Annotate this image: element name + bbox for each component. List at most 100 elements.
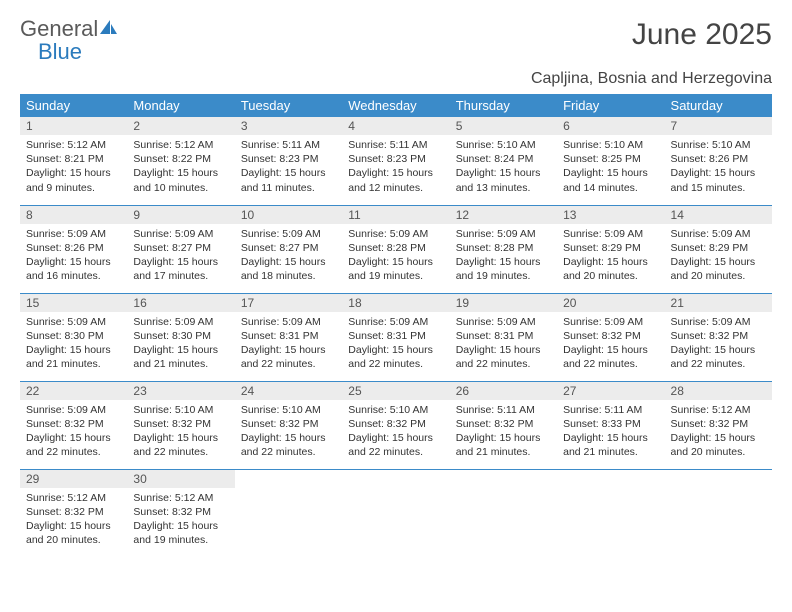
logo-text: General Blue xyxy=(20,18,118,64)
sunrise-line: Sunrise: 5:11 AM xyxy=(456,403,551,417)
sunset-line: Sunset: 8:30 PM xyxy=(26,329,121,343)
day-content: Sunrise: 5:11 AMSunset: 8:32 PMDaylight:… xyxy=(450,400,557,464)
day-content: Sunrise: 5:10 AMSunset: 8:24 PMDaylight:… xyxy=(450,135,557,199)
sunset-line: Sunset: 8:22 PM xyxy=(133,152,228,166)
sunset-line: Sunset: 8:32 PM xyxy=(26,417,121,431)
location: Capljina, Bosnia and Herzegovina xyxy=(20,70,772,88)
day-content: Sunrise: 5:11 AMSunset: 8:23 PMDaylight:… xyxy=(342,135,449,199)
day-number: 5 xyxy=(450,117,557,135)
calendar-cell: 11Sunrise: 5:09 AMSunset: 8:28 PMDayligh… xyxy=(342,205,449,293)
weekday-header: Saturday xyxy=(665,94,772,117)
calendar-cell: 22 Sunrise: 5:09 AMSunset: 8:32 PMDayligh… xyxy=(20,381,127,469)
sunrise-line: Sunrise: 5:09 AM xyxy=(348,227,443,241)
sunset-line: Sunset: 8:23 PM xyxy=(241,152,336,166)
day-number: 23 xyxy=(127,382,234,400)
day-content: Sunrise: 5:11 AMSunset: 8:23 PMDaylight:… xyxy=(235,135,342,199)
daylight-line: Daylight: 15 hours and 17 minutes. xyxy=(133,255,228,283)
sunset-line: Sunset: 8:24 PM xyxy=(456,152,551,166)
sunrise-line: Sunrise: 5:09 AM xyxy=(133,227,228,241)
calendar-cell: -- xyxy=(665,469,772,557)
day-number: 25 xyxy=(342,382,449,400)
day-content: Sunrise: 5:12 AMSunset: 8:21 PMDaylight:… xyxy=(20,135,127,199)
daylight-line: Daylight: 15 hours and 13 minutes. xyxy=(456,166,551,194)
sunset-line: Sunset: 8:32 PM xyxy=(26,505,121,519)
day-number: 7 xyxy=(665,117,772,135)
sunset-line: Sunset: 8:23 PM xyxy=(348,152,443,166)
daylight-line: Daylight: 15 hours and 21 minutes. xyxy=(26,343,121,371)
day-content: Sunrise: 5:09 AMSunset: 8:30 PMDaylight:… xyxy=(127,312,234,376)
sunrise-line: Sunrise: 5:09 AM xyxy=(241,227,336,241)
daylight-line: Daylight: 15 hours and 22 minutes. xyxy=(348,431,443,459)
day-content: Sunrise: 5:10 AMSunset: 8:32 PMDaylight:… xyxy=(127,400,234,464)
daylight-line: Daylight: 15 hours and 20 minutes. xyxy=(671,255,766,283)
day-content: Sunrise: 5:09 AMSunset: 8:31 PMDaylight:… xyxy=(450,312,557,376)
sunrise-line: Sunrise: 5:12 AM xyxy=(671,403,766,417)
day-number: 20 xyxy=(557,294,664,312)
day-content: Sunrise: 5:10 AMSunset: 8:32 PMDaylight:… xyxy=(235,400,342,464)
sunset-line: Sunset: 8:28 PM xyxy=(348,241,443,255)
calendar-cell: 9Sunrise: 5:09 AMSunset: 8:27 PMDaylight… xyxy=(127,205,234,293)
header: General Blue June 2025 xyxy=(20,18,772,64)
day-number: 12 xyxy=(450,206,557,224)
sunrise-line: Sunrise: 5:09 AM xyxy=(26,315,121,329)
sunrise-line: Sunrise: 5:09 AM xyxy=(26,403,121,417)
sunrise-line: Sunrise: 5:09 AM xyxy=(671,315,766,329)
day-number: 17 xyxy=(235,294,342,312)
calendar-cell: 2Sunrise: 5:12 AMSunset: 8:22 PMDaylight… xyxy=(127,117,234,205)
day-number: 11 xyxy=(342,206,449,224)
weekday-header: Monday xyxy=(127,94,234,117)
logo: General Blue xyxy=(20,18,118,64)
sunset-line: Sunset: 8:25 PM xyxy=(563,152,658,166)
day-content: Sunrise: 5:10 AMSunset: 8:25 PMDaylight:… xyxy=(557,135,664,199)
day-number: 16 xyxy=(127,294,234,312)
sunrise-line: Sunrise: 5:12 AM xyxy=(26,491,121,505)
weekday-header: Thursday xyxy=(450,94,557,117)
sunset-line: Sunset: 8:31 PM xyxy=(348,329,443,343)
calendar-cell: 12Sunrise: 5:09 AMSunset: 8:28 PMDayligh… xyxy=(450,205,557,293)
sunrise-line: Sunrise: 5:09 AM xyxy=(26,227,121,241)
calendar-row: 8Sunrise: 5:09 AMSunset: 8:26 PMDaylight… xyxy=(20,205,772,293)
sunset-line: Sunset: 8:26 PM xyxy=(671,152,766,166)
logo-text-blue: Blue xyxy=(38,39,82,64)
calendar-cell: 8Sunrise: 5:09 AMSunset: 8:26 PMDaylight… xyxy=(20,205,127,293)
sunrise-line: Sunrise: 5:10 AM xyxy=(456,138,551,152)
calendar-cell: -- xyxy=(235,469,342,557)
calendar-cell: -- xyxy=(450,469,557,557)
day-number: 28 xyxy=(665,382,772,400)
sunrise-line: Sunrise: 5:10 AM xyxy=(348,403,443,417)
daylight-line: Daylight: 15 hours and 10 minutes. xyxy=(133,166,228,194)
sunset-line: Sunset: 8:27 PM xyxy=(133,241,228,255)
sunrise-line: Sunrise: 5:10 AM xyxy=(133,403,228,417)
daylight-line: Daylight: 15 hours and 18 minutes. xyxy=(241,255,336,283)
daylight-line: Daylight: 15 hours and 14 minutes. xyxy=(563,166,658,194)
sunrise-line: Sunrise: 5:10 AM xyxy=(241,403,336,417)
daylight-line: Daylight: 15 hours and 21 minutes. xyxy=(456,431,551,459)
day-number: 22 xyxy=(20,382,127,400)
calendar-cell: 4Sunrise: 5:11 AMSunset: 8:23 PMDaylight… xyxy=(342,117,449,205)
calendar-cell: 25Sunrise: 5:10 AMSunset: 8:32 PMDayligh… xyxy=(342,381,449,469)
logo-text-general: General xyxy=(20,16,98,41)
sunrise-line: Sunrise: 5:11 AM xyxy=(348,138,443,152)
day-content: Sunrise: 5:09 AMSunset: 8:26 PMDaylight:… xyxy=(20,224,127,288)
daylight-line: Daylight: 15 hours and 22 minutes. xyxy=(26,431,121,459)
day-number: 21 xyxy=(665,294,772,312)
logo-sail-icon xyxy=(98,18,118,41)
day-content: Sunrise: 5:09 AMSunset: 8:32 PMDaylight:… xyxy=(665,312,772,376)
sunrise-line: Sunrise: 5:09 AM xyxy=(456,315,551,329)
daylight-line: Daylight: 15 hours and 15 minutes. xyxy=(671,166,766,194)
calendar-cell: 7 Sunrise: 5:10 AMSunset: 8:26 PMDaylight… xyxy=(665,117,772,205)
sunrise-line: Sunrise: 5:10 AM xyxy=(671,138,766,152)
calendar-cell: 27Sunrise: 5:11 AMSunset: 8:33 PMDayligh… xyxy=(557,381,664,469)
calendar-cell: 5Sunrise: 5:10 AMSunset: 8:24 PMDaylight… xyxy=(450,117,557,205)
calendar-cell: 6Sunrise: 5:10 AMSunset: 8:25 PMDaylight… xyxy=(557,117,664,205)
calendar-row: 1Sunrise: 5:12 AMSunset: 8:21 PMDaylight… xyxy=(20,117,772,205)
sunset-line: Sunset: 8:32 PM xyxy=(563,329,658,343)
sunset-line: Sunset: 8:32 PM xyxy=(133,505,228,519)
calendar-cell: 23Sunrise: 5:10 AMSunset: 8:32 PMDayligh… xyxy=(127,381,234,469)
calendar-cell: 1Sunrise: 5:12 AMSunset: 8:21 PMDaylight… xyxy=(20,117,127,205)
daylight-line: Daylight: 15 hours and 22 minutes. xyxy=(456,343,551,371)
calendar-cell: 16Sunrise: 5:09 AMSunset: 8:30 PMDayligh… xyxy=(127,293,234,381)
daylight-line: Daylight: 15 hours and 21 minutes. xyxy=(563,431,658,459)
day-number: 14 xyxy=(665,206,772,224)
sunset-line: Sunset: 8:29 PM xyxy=(563,241,658,255)
